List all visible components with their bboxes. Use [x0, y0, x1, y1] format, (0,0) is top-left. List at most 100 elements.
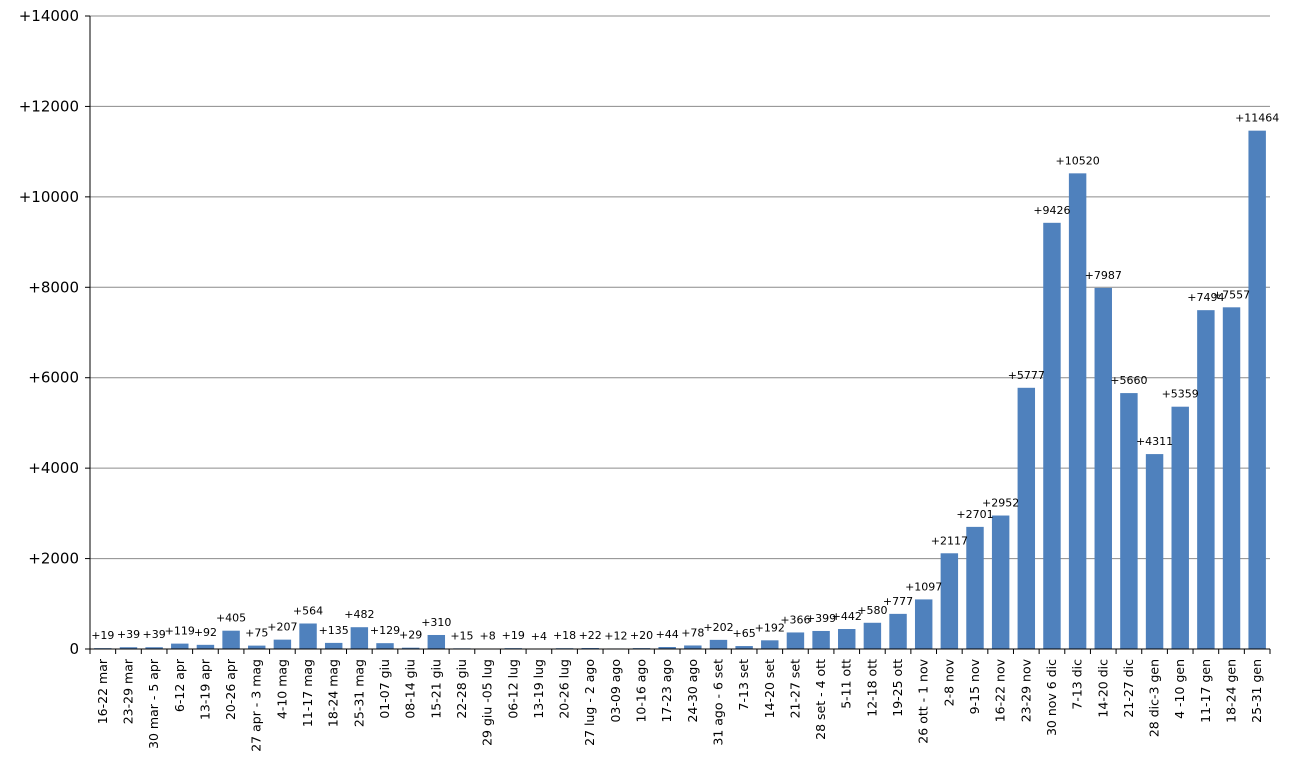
data-label: +564	[293, 604, 323, 617]
data-label: +192	[755, 621, 785, 634]
category-label: 16-22 mar	[95, 658, 110, 724]
data-label: +9426	[1033, 204, 1070, 217]
bar	[684, 645, 702, 649]
bar	[786, 632, 805, 649]
category-label: 13-19 lug	[531, 659, 546, 719]
category-label: 31 ago - 6 set	[710, 659, 725, 746]
data-label: +2952	[982, 497, 1019, 510]
data-label: +19	[502, 629, 525, 642]
x-axis: 16-22 mar 23-29 mar 30 mar - 5 apr 6-12 apr…	[89, 648, 1271, 752]
category-label: 5-11 ott	[839, 659, 854, 709]
bar	[735, 646, 753, 649]
y-tick-label: 0	[69, 640, 79, 658]
y-axis: 0 +2000 +4000 +6000 +8000 +10000 +12000 +14000	[19, 7, 91, 658]
data-label: +366	[780, 613, 810, 626]
category-label: 25-31 gen	[1249, 659, 1264, 723]
bar	[1197, 310, 1215, 649]
data-label: +29	[399, 629, 422, 642]
data-label: +777	[883, 595, 913, 608]
data-label: +19	[91, 629, 114, 642]
y-tick-label: +14000	[19, 7, 79, 25]
data-label: +5660	[1110, 374, 1147, 387]
data-label: +442	[832, 610, 862, 623]
data-label: +4	[531, 630, 547, 643]
bar	[863, 622, 882, 649]
category-label: 21-27 dic	[1121, 659, 1136, 718]
bar	[324, 642, 343, 649]
bar	[1068, 173, 1087, 650]
data-label: +7987	[1085, 269, 1122, 282]
category-label: 01-07 giu	[377, 659, 392, 719]
bar	[1222, 307, 1241, 649]
bar	[427, 634, 446, 649]
bars	[94, 130, 1266, 650]
category-label: 15-21 giu	[428, 659, 443, 719]
data-label: +7557	[1213, 288, 1250, 301]
category-label: 28 set - 4 ott	[813, 659, 828, 740]
y-tick-label: +10000	[19, 188, 79, 206]
category-label: 14-20 set	[762, 659, 777, 718]
data-label: +44	[656, 628, 679, 641]
category-label: 10-16 ago	[634, 659, 649, 723]
data-label: +22	[579, 629, 602, 642]
data-label: +75	[245, 627, 268, 640]
data-label: +580	[857, 604, 887, 617]
category-label: 20-26 lug	[557, 659, 572, 719]
data-label: +135	[319, 624, 349, 637]
bar	[761, 640, 779, 649]
bar	[222, 630, 240, 649]
bar	[658, 647, 676, 649]
category-label: 18-24 mag	[326, 659, 341, 727]
category-label: 30 nov 6 dic	[1044, 659, 1059, 736]
category-label: 7-13 set	[736, 659, 751, 711]
bar	[1094, 287, 1112, 649]
data-label: +5777	[1008, 369, 1045, 382]
category-label: 29 giu -05 lug	[480, 659, 495, 746]
category-label: 08-14 giu	[403, 659, 418, 719]
category-label: 25-31 mag	[351, 659, 366, 727]
bar	[940, 553, 959, 649]
category-label: 4-10 mag	[274, 659, 289, 719]
data-label: +129	[370, 624, 400, 637]
data-label: +18	[553, 629, 576, 642]
category-label: 6-12 apr	[172, 658, 187, 712]
category-label: 23-29 mar	[120, 658, 135, 724]
category-label: 18-24 gen	[1224, 659, 1239, 723]
data-label: +2117	[931, 534, 968, 547]
y-tick-label: +8000	[28, 278, 79, 296]
data-label: +78	[681, 626, 704, 639]
category-label: 27 lug - 2 ago	[582, 659, 597, 746]
category-label: 24-30 ago	[685, 659, 700, 723]
bar	[966, 526, 984, 649]
data-label: +2701	[956, 508, 993, 521]
category-label: 7-13 dic	[1070, 659, 1085, 710]
gridlines	[90, 15, 1270, 560]
data-label: +8	[479, 630, 495, 643]
data-label: +310	[421, 616, 451, 629]
bar	[812, 630, 830, 649]
bar	[401, 647, 420, 649]
bar	[145, 647, 163, 649]
data-label: +12	[604, 629, 627, 642]
data-label: +1097	[905, 580, 942, 593]
category-label: 23-29 nov	[1018, 658, 1033, 722]
data-label: +5359	[1162, 388, 1199, 401]
bar	[350, 627, 369, 649]
data-label: +4311	[1136, 435, 1173, 448]
category-label: 20-26 apr	[223, 658, 238, 720]
bar	[248, 645, 266, 649]
bar	[299, 623, 317, 649]
bar	[196, 644, 215, 649]
category-label: 06-12 lug	[505, 659, 520, 719]
bar	[1043, 222, 1061, 649]
y-tick-label: +4000	[28, 459, 79, 477]
data-label: +405	[216, 612, 246, 625]
data-label: +39	[117, 628, 140, 641]
category-label: 26 ott - 1 nov	[916, 658, 931, 743]
data-label: +11464	[1235, 112, 1279, 125]
category-label: 12-18 ott	[864, 659, 879, 717]
data-label: +399	[806, 612, 836, 625]
category-label: 22-28 giu	[454, 659, 469, 719]
category-label: 4 -10 gen	[1172, 659, 1187, 719]
